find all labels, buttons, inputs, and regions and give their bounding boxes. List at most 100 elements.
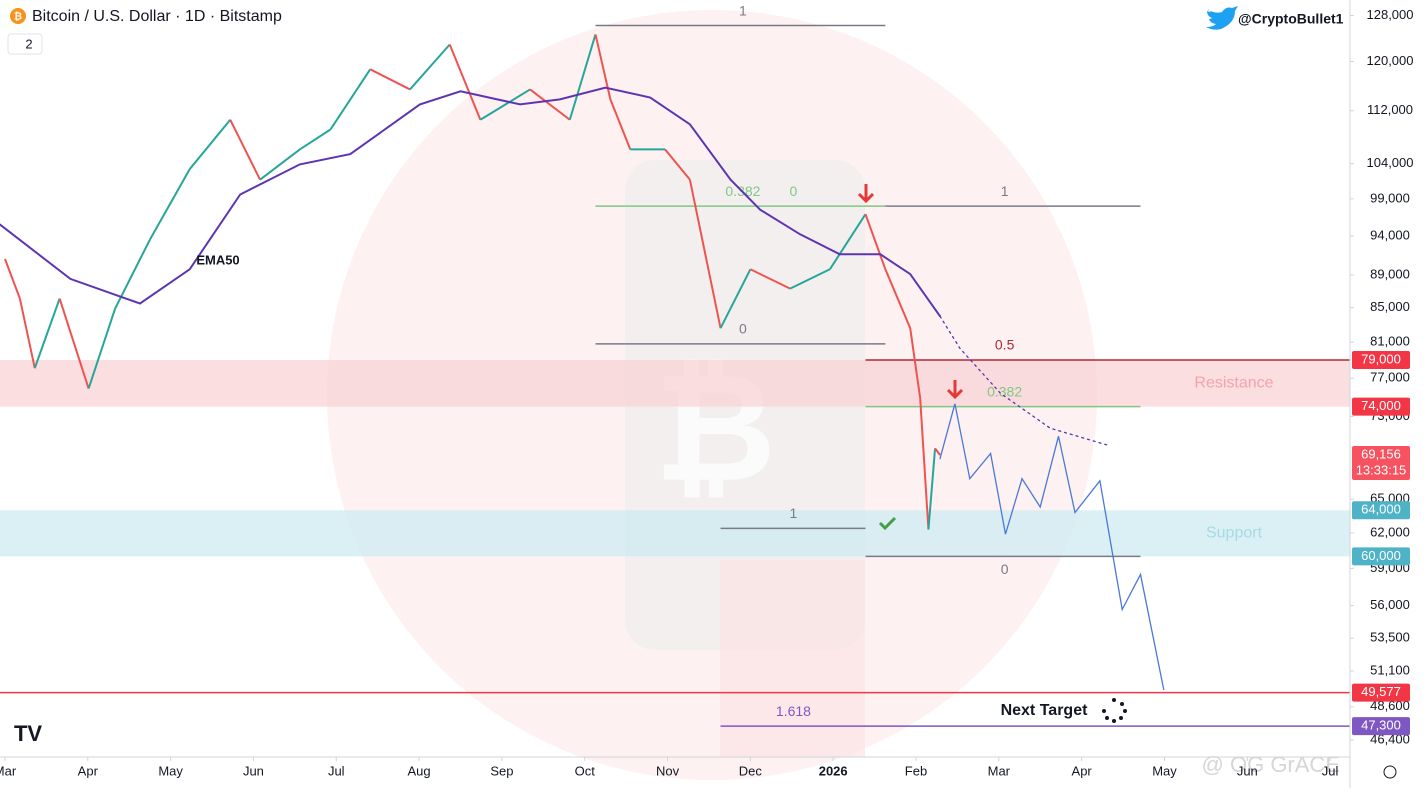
y-tick-label: 51,100 (1370, 662, 1410, 677)
chart-title: Bitcoin / U.S. Dollar · 1D · Bitstamp (32, 8, 282, 25)
price-tag (1352, 350, 1410, 369)
price-segment (749, 268, 791, 290)
author-handle: @CryptoBullet1 (1238, 11, 1344, 27)
down-arrow (857, 184, 875, 204)
symbol-icon (10, 8, 26, 24)
next-target-label: Next Target (1001, 702, 1089, 719)
spinner-icon (1102, 698, 1127, 723)
x-tick-label: Jun (243, 763, 264, 778)
x-tick-label: Nov (656, 763, 680, 778)
indicator-count[interactable]: 2 (25, 36, 32, 51)
price-segment (299, 128, 332, 151)
price-segment (919, 397, 930, 530)
price-segment (448, 44, 482, 121)
price-tag-label: 60,000 (1361, 548, 1401, 563)
projection-line (939, 403, 1165, 691)
x-tick-label: 2026 (819, 763, 848, 778)
down-arrow (946, 380, 964, 400)
level-label: 1 (739, 2, 747, 18)
level-label: 0 (739, 321, 747, 337)
level-label: 1 (790, 505, 798, 521)
projection-shade (720, 560, 865, 757)
price-segment (149, 168, 191, 241)
price-segment (909, 328, 922, 399)
ema-line (0, 86, 941, 318)
projection-line (939, 315, 1109, 446)
price-segment (664, 148, 691, 181)
price-tag (1352, 501, 1410, 520)
zone (0, 510, 1350, 557)
y-tick-label: 104,000 (1367, 155, 1414, 170)
price-tag (1352, 717, 1410, 736)
level-label: 1.618 (776, 703, 811, 719)
y-tick-label: 120,000 (1367, 53, 1414, 68)
level-label: 0 (790, 183, 798, 199)
y-tick-label: 81,000 (1370, 334, 1410, 349)
price-segment (369, 68, 411, 91)
settings-icon[interactable] (1383, 765, 1397, 779)
tradingview-logo: TV (14, 721, 42, 746)
price-tag (1352, 445, 1410, 480)
watermark-text: @ OG GrACE (1202, 752, 1340, 777)
level-label: 0.382 (725, 183, 760, 199)
level-label: 0.5 (995, 337, 1015, 353)
price-segment (829, 213, 867, 270)
y-tick-label: 48,600 (1370, 698, 1410, 713)
level-label: 1 (1001, 183, 1009, 199)
price-tag-label: 79,000 (1361, 351, 1401, 366)
y-tick-label: 89,000 (1370, 266, 1410, 281)
price-segment (329, 68, 372, 131)
x-tick-label: Apr (78, 763, 99, 778)
price-tag-label: 64,000 (1361, 502, 1401, 517)
x-tick-label: Dec (739, 763, 763, 778)
price-segment (719, 268, 752, 329)
y-tick-label: 112,000 (1367, 102, 1413, 117)
price-segment (479, 88, 531, 121)
price-tag (1352, 683, 1410, 702)
price-segment (188, 119, 232, 170)
price-tag-label: 49,577 (1361, 684, 1401, 699)
price-segment (229, 119, 261, 181)
level-label: 0 (1001, 561, 1009, 577)
y-tick-label: 53,500 (1370, 630, 1410, 645)
symbol-icon-letter: ₿ (14, 11, 22, 23)
indicator-badge[interactable] (7, 33, 43, 55)
price-segment (864, 213, 887, 270)
price-segment (87, 308, 117, 389)
x-tick-label: Oct (575, 763, 596, 778)
x-tick-label: Feb (905, 763, 927, 778)
x-tick-label: Mar (988, 763, 1011, 778)
x-tick-label: Jul (328, 763, 345, 778)
y-tick-label: 85,000 (1370, 299, 1410, 314)
zone (0, 359, 1350, 407)
x-tick-label: Jun (1237, 763, 1258, 778)
price-segment (568, 34, 597, 121)
price-tag-label: 74,000 (1361, 398, 1401, 413)
y-tick-label: 128,000 (1367, 7, 1414, 22)
x-tick-label: Sep (490, 763, 513, 778)
price-tag (1352, 397, 1410, 416)
price-tag-countdown: 13:33:15 (1356, 462, 1407, 477)
x-tick-label: May (1152, 763, 1177, 778)
price-segment (529, 88, 571, 121)
price-tag-label: 47,300 (1361, 718, 1401, 733)
x-tick-label: Jul (1322, 763, 1339, 778)
price-tag (1352, 547, 1410, 566)
y-tick-label: 77,000 (1370, 370, 1410, 385)
price-segment (688, 179, 722, 329)
x-tick-label: May (158, 763, 183, 778)
x-tick-label: Apr (1072, 763, 1093, 778)
price-segment (609, 99, 632, 150)
price-segment (884, 268, 912, 329)
zone-label: Resistance (1194, 375, 1273, 392)
price-segment (58, 298, 90, 389)
y-tick-label: 62,000 (1370, 524, 1410, 539)
x-tick-label: Mar (0, 763, 17, 778)
price-segment (409, 43, 451, 91)
y-tick-label: 56,000 (1370, 597, 1410, 612)
check-mark (878, 516, 897, 531)
price-segment (18, 298, 36, 369)
zone-label: Support (1206, 525, 1263, 542)
price-segment (927, 448, 937, 530)
